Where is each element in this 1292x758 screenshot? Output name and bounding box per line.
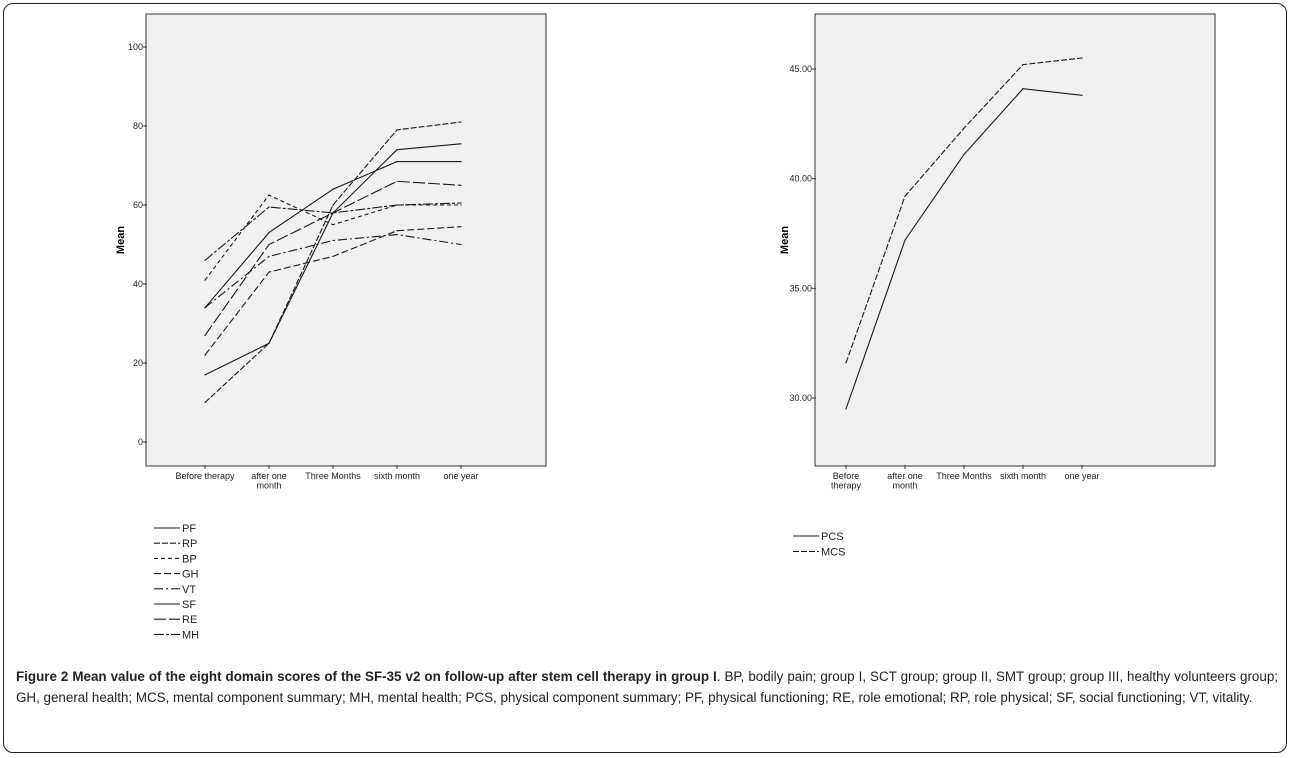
legend-label-mh: MH	[182, 629, 199, 641]
data-point-vt	[204, 307, 206, 309]
y-tick-label: 20	[133, 358, 143, 368]
data-point-rp	[204, 401, 206, 404]
data-point-mcs	[904, 195, 906, 197]
x-tick-label: sixth month	[1000, 471, 1046, 481]
figure-frame	[3, 3, 1287, 753]
data-point-re	[204, 334, 206, 336]
y-tick-label: 40.00	[789, 174, 812, 184]
data-point-mcs	[1081, 57, 1083, 59]
data-point-gh	[268, 271, 270, 273]
data-point-pcs	[904, 239, 906, 241]
legend-label-mcs: MCS	[821, 547, 845, 559]
x-tick-label: month	[892, 481, 917, 491]
x-tick-label: Before therapy	[175, 471, 235, 481]
y-tick-label: 35.00	[789, 283, 812, 293]
data-point-sf	[268, 342, 270, 344]
data-point-bp	[460, 204, 462, 206]
data-point-pf	[332, 188, 334, 190]
data-point-pcs	[963, 153, 965, 156]
legend-label-pcs: PCS	[821, 531, 844, 543]
legend-label-pf: PF	[182, 523, 196, 535]
y-tick-label: 100	[128, 42, 143, 52]
legend-label-gh: GH	[182, 569, 199, 581]
data-point-pf	[396, 161, 398, 163]
caption-label: Figure 2 Mean value of the eight domain …	[16, 669, 717, 684]
data-point-gh	[460, 226, 462, 228]
legend-label-rp: RP	[182, 538, 197, 550]
data-point-rp	[460, 121, 462, 123]
data-point-mh	[396, 204, 398, 206]
y-tick-label: 80	[133, 121, 143, 131]
data-point-pcs	[1081, 94, 1083, 96]
data-point-re	[460, 184, 462, 186]
y-tick-label: 40	[133, 279, 143, 289]
legend-label-re: RE	[182, 614, 197, 626]
data-point-vt	[268, 255, 270, 257]
x-tick-label: therapy	[831, 481, 862, 491]
data-point-mcs	[845, 362, 847, 364]
data-point-mcs	[963, 127, 965, 129]
x-tick-label: one year	[443, 471, 478, 481]
data-point-bp	[204, 279, 206, 281]
legend-label-vt: VT	[182, 584, 196, 596]
data-point-rp	[396, 129, 398, 131]
data-point-vt	[460, 243, 462, 246]
data-point-pcs	[845, 408, 847, 410]
data-point-gh	[396, 230, 398, 232]
y-tick-label: 45.00	[789, 64, 812, 74]
x-tick-label: Three Months	[305, 471, 361, 481]
data-point-sf	[204, 374, 206, 376]
legend-label-sf: SF	[182, 599, 196, 611]
series-line-vt	[204, 234, 462, 309]
data-point-vt	[332, 239, 334, 242]
y-axis-title: Mean	[115, 226, 127, 254]
data-point-gh	[332, 255, 334, 257]
y-tick-label: 60	[133, 200, 143, 210]
chart-sf36-domains: 0 20 40 60 80 100 Mean Before therapy after onem…	[115, 13, 547, 641]
legend-label-bp: BP	[182, 553, 197, 565]
data-point-pf	[460, 161, 462, 163]
data-point-gh	[204, 354, 206, 356]
y-axis-title: Mean	[779, 226, 791, 254]
data-point-mh	[332, 212, 334, 214]
data-point-mh	[268, 206, 270, 208]
data-point-bp	[268, 194, 270, 196]
x-tick-label: after one	[251, 471, 287, 481]
x-tick-label: one year	[1064, 471, 1099, 481]
x-tick-label: sixth month	[374, 471, 420, 481]
series-line-mh	[204, 202, 462, 261]
series-line-rp	[204, 121, 462, 403]
y-tick-label: 30.00	[789, 393, 812, 403]
data-point-sf	[460, 143, 462, 145]
data-point-mh	[460, 202, 462, 204]
figure-caption: Figure 2 Mean value of the eight domain …	[16, 666, 1278, 708]
data-point-bp	[332, 224, 334, 226]
data-point-mh	[204, 259, 206, 261]
data-point-mcs	[1022, 64, 1024, 66]
data-point-re	[268, 243, 270, 246]
data-point-re	[396, 180, 398, 182]
data-point-sf	[396, 149, 398, 151]
data-point-pf	[268, 232, 270, 234]
plot-area	[145, 13, 547, 467]
caption-text: . BP, bodily pain; group I, SCT group; g…	[16, 669, 1278, 705]
data-point-vt	[396, 234, 398, 236]
y-tick-label: 0	[138, 437, 143, 447]
x-tick-label: Before	[833, 471, 860, 481]
x-tick-label: after one	[887, 471, 923, 481]
x-tick-label: Three Months	[936, 471, 992, 481]
x-tick-label: month	[256, 481, 281, 491]
data-point-pcs	[1022, 88, 1024, 90]
data-point-rp	[332, 204, 334, 206]
plot-area	[814, 13, 1216, 467]
